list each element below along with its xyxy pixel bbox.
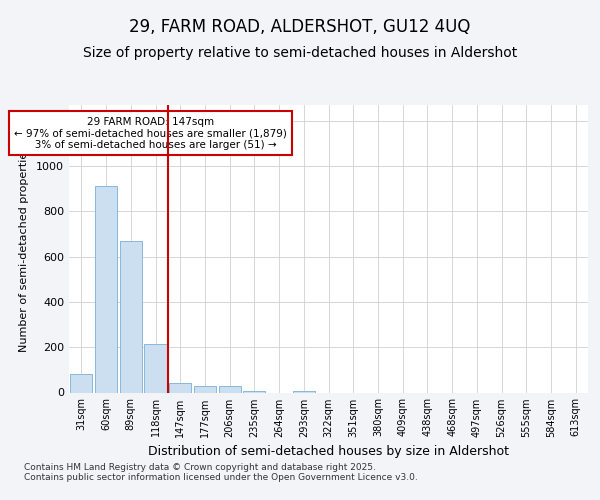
Bar bbox=[119, 241, 142, 392]
Text: 29 FARM ROAD: 147sqm
← 97% of semi-detached houses are smaller (1,879)
   3% of : 29 FARM ROAD: 147sqm ← 97% of semi-detac… bbox=[14, 116, 287, 150]
Bar bbox=[145, 344, 167, 393]
Bar bbox=[218, 386, 241, 392]
Text: Size of property relative to semi-detached houses in Aldershot: Size of property relative to semi-detach… bbox=[83, 46, 517, 60]
Y-axis label: Number of semi-detached properties: Number of semi-detached properties bbox=[19, 146, 29, 352]
Text: Contains HM Land Registry data © Crown copyright and database right 2025.
Contai: Contains HM Land Registry data © Crown c… bbox=[24, 462, 418, 482]
Bar bbox=[194, 386, 216, 392]
Bar bbox=[169, 384, 191, 392]
Bar bbox=[70, 374, 92, 392]
Bar bbox=[95, 186, 117, 392]
X-axis label: Distribution of semi-detached houses by size in Aldershot: Distribution of semi-detached houses by … bbox=[148, 445, 509, 458]
Text: 29, FARM ROAD, ALDERSHOT, GU12 4UQ: 29, FARM ROAD, ALDERSHOT, GU12 4UQ bbox=[130, 18, 470, 36]
